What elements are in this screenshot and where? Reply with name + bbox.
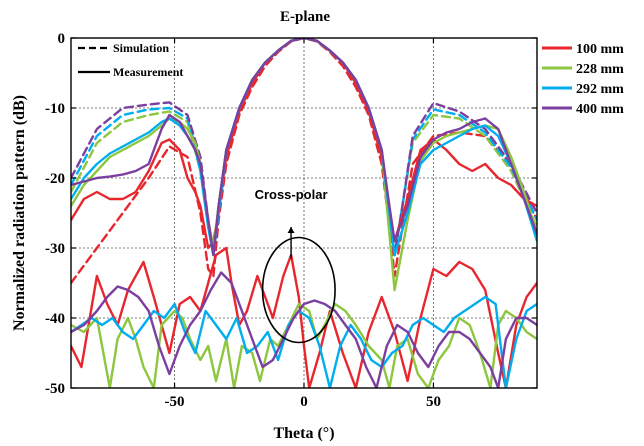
y-tick-label: -30: [45, 241, 65, 257]
x-axis-label: Theta (°): [273, 425, 334, 442]
series-line-400-mm-solid: [71, 38, 537, 257]
legend-label-400-mm: 400 mm: [576, 102, 624, 117]
series-line-228-mm-solid-cross-polar: [71, 302, 537, 388]
style-legend: Simulation Measurement: [78, 41, 183, 79]
y-tick-label: -20: [45, 171, 65, 187]
series-line-400-mm-dashed: [71, 38, 537, 257]
y-tick-label: -10: [45, 101, 65, 117]
y-tick-label: 0: [58, 31, 66, 47]
chart-title: E-plane: [280, 9, 330, 25]
legend-label-292-mm: 292 mm: [576, 82, 624, 97]
annotations: Cross-polar: [255, 187, 336, 344]
x-tick-label: -50: [165, 394, 185, 410]
series-line-292-mm-solid-cross-polar: [71, 295, 537, 388]
y-tick-label: -40: [45, 311, 65, 327]
legend-label-measurement: Measurement: [113, 65, 183, 79]
annotation-arrowhead: [287, 227, 295, 233]
x-tick-label: 0: [300, 394, 308, 410]
legend-label-simulation: Simulation: [113, 41, 169, 55]
color-legend: 100 mm 228 mm 292 mm 400 mm: [542, 42, 624, 117]
x-tick-label: 50: [426, 394, 441, 410]
legend-label-100-mm: 100 mm: [576, 42, 624, 57]
legend-label-228-mm: 228 mm: [576, 62, 624, 77]
annotation-text: Cross-polar: [255, 187, 328, 202]
series-line-400-mm-solid-cross-polar: [71, 271, 537, 388]
cross-polar-ellipse: [261, 236, 336, 344]
series-layer: [71, 38, 537, 388]
y-axis-label: Normalized radiation pattern (dB): [11, 95, 28, 331]
y-tick-label: -50: [45, 381, 65, 397]
ticks: -50 0 50 0 -10 -20 -30 -40 -50: [45, 31, 537, 410]
